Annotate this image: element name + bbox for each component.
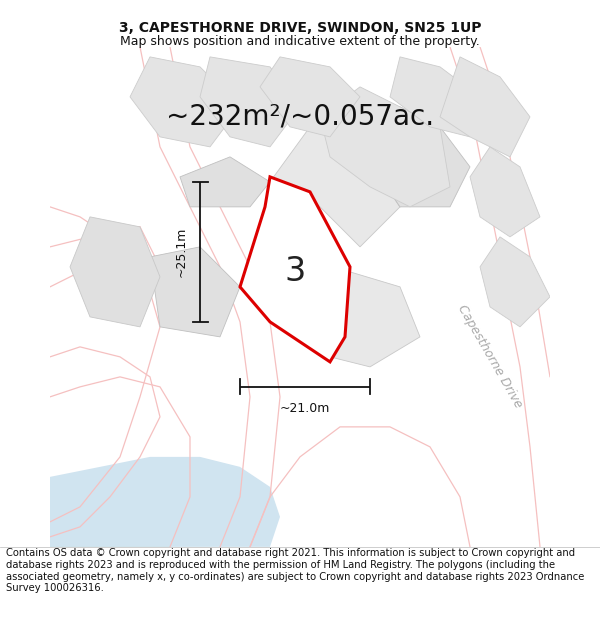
Polygon shape xyxy=(360,107,450,207)
Text: ~21.0m: ~21.0m xyxy=(280,402,330,415)
Polygon shape xyxy=(270,127,400,247)
Polygon shape xyxy=(50,457,280,547)
Polygon shape xyxy=(200,57,300,147)
Text: Map shows position and indicative extent of the property.: Map shows position and indicative extent… xyxy=(120,35,480,48)
Polygon shape xyxy=(70,217,160,327)
Polygon shape xyxy=(240,177,350,362)
Polygon shape xyxy=(320,87,450,207)
Polygon shape xyxy=(440,57,530,157)
Polygon shape xyxy=(260,57,360,137)
Polygon shape xyxy=(50,467,200,547)
Polygon shape xyxy=(360,107,470,207)
Polygon shape xyxy=(330,272,420,367)
Text: ~25.1m: ~25.1m xyxy=(175,227,187,277)
Text: ~232m²/~0.057ac.: ~232m²/~0.057ac. xyxy=(166,103,434,131)
Polygon shape xyxy=(130,57,240,147)
Text: 3: 3 xyxy=(284,256,305,288)
Text: Contains OS data © Crown copyright and database right 2021. This information is : Contains OS data © Crown copyright and d… xyxy=(6,549,584,593)
Polygon shape xyxy=(480,237,550,327)
Polygon shape xyxy=(150,247,240,337)
Polygon shape xyxy=(390,57,480,137)
Polygon shape xyxy=(180,157,270,207)
Text: 3, CAPESTHORNE DRIVE, SWINDON, SN25 1UP: 3, CAPESTHORNE DRIVE, SWINDON, SN25 1UP xyxy=(119,21,481,34)
Polygon shape xyxy=(470,147,540,237)
Text: Capesthorne Drive: Capesthorne Drive xyxy=(455,303,525,411)
